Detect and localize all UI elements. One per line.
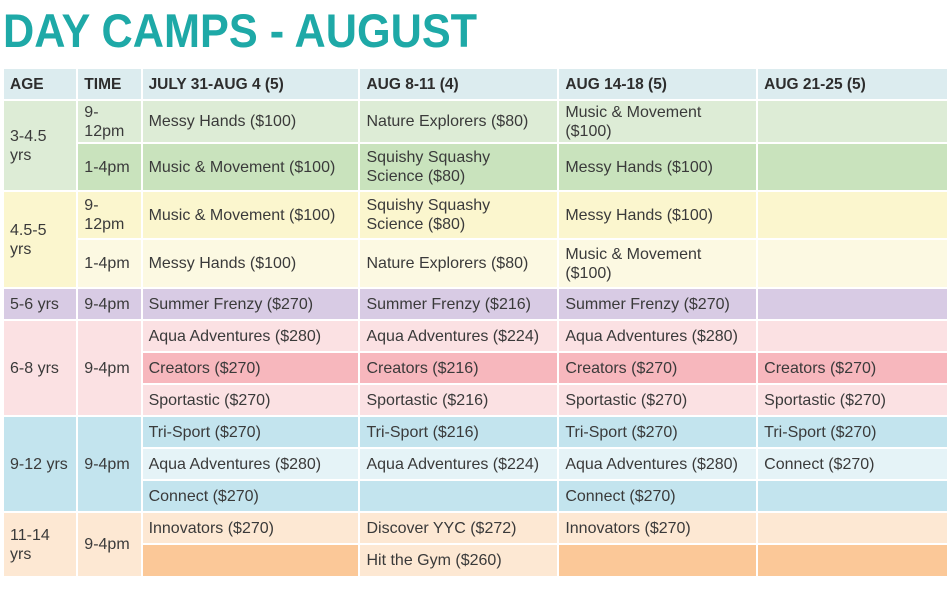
header-age: AGE	[4, 69, 77, 99]
time-cell: 1-4pm	[78, 240, 141, 287]
camp-cell: Tri-Sport ($270)	[142, 417, 359, 447]
camp-cell: Tri-Sport ($270)	[559, 417, 757, 447]
table-row: 1-4pm Music & Movement ($100) Squishy Sq…	[4, 144, 947, 190]
camp-cell	[559, 545, 757, 576]
camp-cell: Aqua Adventures ($224)	[360, 449, 558, 479]
camps-schedule-table: AGE TIME JULY 31-AUG 4 (5) AUG 8-11 (4) …	[2, 67, 949, 578]
header-week3: AUG 14-18 (5)	[559, 69, 757, 99]
camp-cell	[758, 513, 947, 543]
age-cell: 5-6 yrs	[4, 289, 77, 319]
camp-cell: Music & Movement ($100)	[559, 240, 757, 287]
camp-cell: Creators ($270)	[559, 353, 757, 383]
age-cell: 9-12 yrs	[4, 417, 77, 511]
table-row: 1-4pm Messy Hands ($100) Nature Explorer…	[4, 240, 947, 287]
camp-cell: Sportastic ($270)	[142, 385, 359, 415]
time-cell: 1-4pm	[78, 144, 141, 190]
time-cell: 9-4pm	[78, 289, 141, 319]
table-row: 4.5-5 yrs 9-12pm Music & Movement ($100)…	[4, 192, 947, 287]
table-row: Aqua Adventures ($280) Aqua Adventures (…	[4, 449, 947, 479]
table-row: 11-14 yrs 9-4pm Innovators ($270) Discov…	[4, 513, 947, 576]
camp-cell	[758, 192, 947, 238]
camp-cell: Aqua Adventures ($280)	[559, 321, 757, 351]
camp-cell	[758, 101, 947, 142]
camp-cell: Tri-Sport ($270)	[758, 417, 947, 447]
camp-cell	[758, 545, 947, 576]
camp-cell: Sportastic ($270)	[758, 385, 947, 415]
header-time: TIME	[78, 69, 141, 99]
table-row: Connect ($270) Connect ($270)	[4, 481, 947, 511]
camp-cell: Connect ($270)	[142, 481, 359, 511]
page-title: DAY CAMPS - AUGUST	[3, 4, 478, 57]
camp-cell: Summer Frenzy ($216)	[360, 289, 558, 319]
header-row: AGE TIME JULY 31-AUG 4 (5) AUG 8-11 (4) …	[4, 69, 947, 99]
camp-cell: Messy Hands ($100)	[142, 101, 359, 142]
camp-cell	[758, 144, 947, 190]
header-week2: AUG 8-11 (4)	[360, 69, 558, 99]
camp-cell: Hit the Gym ($260)	[360, 545, 558, 576]
table-row: Hit the Gym ($260)	[4, 545, 947, 576]
camp-cell	[758, 289, 947, 319]
camp-cell: Squishy Squashy Science ($80)	[360, 144, 558, 190]
age-cell: 11-14 yrs	[4, 513, 77, 576]
camp-cell: Summer Frenzy ($270)	[142, 289, 359, 319]
table-row: 9-12 yrs 9-4pm Tri-Sport ($270) Tri-Spor…	[4, 417, 947, 511]
camp-cell: Music & Movement ($100)	[559, 101, 757, 142]
camp-cell: Aqua Adventures ($280)	[559, 449, 757, 479]
header-week4: AUG 21-25 (5)	[758, 69, 947, 99]
camp-cell	[758, 481, 947, 511]
camp-cell: Connect ($270)	[758, 449, 947, 479]
age-cell: 6-8 yrs	[4, 321, 77, 415]
table-row: 6-8 yrs 9-4pm Aqua Adventures ($280) Aqu…	[4, 321, 947, 415]
camp-cell: Messy Hands ($100)	[559, 144, 757, 190]
table-row: Sportastic ($270) Sportastic ($216) Spor…	[4, 385, 947, 415]
camp-cell: Sportastic ($216)	[360, 385, 558, 415]
table-row: Creators ($270) Creators ($216) Creators…	[4, 353, 947, 383]
camp-cell	[758, 321, 947, 351]
camp-cell: Aqua Adventures ($280)	[142, 321, 359, 351]
camp-cell: Creators ($216)	[360, 353, 558, 383]
camp-cell: Creators ($270)	[758, 353, 947, 383]
camp-cell: Tri-Sport ($216)	[360, 417, 558, 447]
camp-cell: Creators ($270)	[142, 353, 359, 383]
camp-cell	[142, 545, 359, 576]
camp-cell: Messy Hands ($100)	[142, 240, 359, 287]
camp-cell: Summer Frenzy ($270)	[559, 289, 757, 319]
table-row: 5-6 yrs 9-4pm Summer Frenzy ($270) Summe…	[4, 289, 947, 319]
camp-cell: Music & Movement ($100)	[142, 192, 359, 238]
camp-cell: Music & Movement ($100)	[142, 144, 359, 190]
camp-cell	[758, 240, 947, 287]
header-week1: JULY 31-AUG 4 (5)	[142, 69, 359, 99]
time-cell: 9-4pm	[78, 513, 141, 576]
age-cell: 3-4.5 yrs	[4, 101, 77, 190]
camp-cell: Sportastic ($270)	[559, 385, 757, 415]
time-cell: 9-4pm	[78, 321, 141, 415]
camp-cell: Discover YYC ($272)	[360, 513, 558, 543]
time-cell: 9-4pm	[78, 417, 141, 511]
camp-cell: Connect ($270)	[559, 481, 757, 511]
camp-cell: Innovators ($270)	[559, 513, 757, 543]
camp-cell	[360, 481, 558, 511]
time-cell: 9-12pm	[78, 101, 141, 142]
camp-cell: Nature Explorers ($80)	[360, 240, 558, 287]
camp-cell: Aqua Adventures ($224)	[360, 321, 558, 351]
camp-cell: Messy Hands ($100)	[559, 192, 757, 238]
camp-cell: Aqua Adventures ($280)	[142, 449, 359, 479]
camp-cell: Nature Explorers ($80)	[360, 101, 558, 142]
table-row: 3-4.5 yrs 9-12pm Messy Hands ($100) Natu…	[4, 101, 947, 190]
time-cell: 9-12pm	[78, 192, 141, 238]
camp-cell: Innovators ($270)	[142, 513, 359, 543]
camp-cell: Squishy Squashy Science ($80)	[360, 192, 558, 238]
age-cell: 4.5-5 yrs	[4, 192, 77, 287]
